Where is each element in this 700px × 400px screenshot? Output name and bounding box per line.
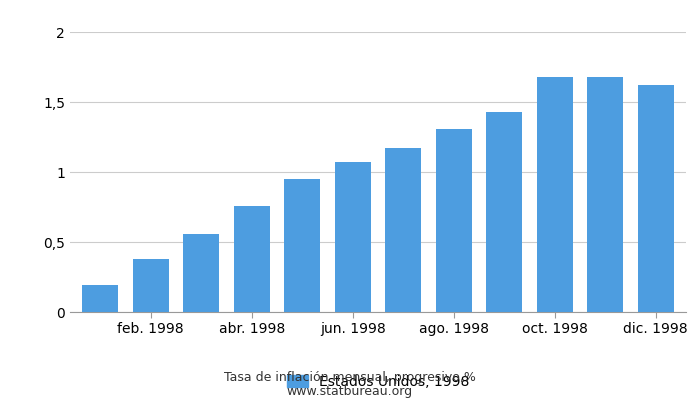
- Bar: [587, 77, 624, 312]
- Bar: [335, 162, 371, 312]
- Bar: [82, 286, 118, 312]
- Bar: [385, 148, 421, 312]
- Bar: [234, 206, 270, 312]
- Text: Tasa de inflación mensual, progresivo,%: Tasa de inflación mensual, progresivo,%: [224, 372, 476, 384]
- Text: www.statbureau.org: www.statbureau.org: [287, 385, 413, 398]
- Bar: [132, 259, 169, 312]
- Bar: [284, 179, 321, 312]
- Bar: [486, 112, 522, 312]
- Bar: [536, 77, 573, 312]
- Legend: Estados Unidos, 1998: Estados Unidos, 1998: [281, 369, 475, 394]
- Bar: [638, 85, 674, 312]
- Bar: [183, 234, 220, 312]
- Bar: [435, 129, 472, 312]
